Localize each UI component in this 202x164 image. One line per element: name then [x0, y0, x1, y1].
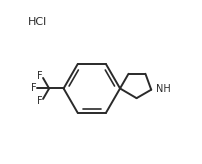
- Text: F: F: [37, 71, 43, 81]
- Text: HCl: HCl: [27, 17, 46, 27]
- Text: NH: NH: [155, 84, 170, 94]
- Text: F: F: [31, 83, 36, 93]
- Text: F: F: [37, 96, 43, 106]
